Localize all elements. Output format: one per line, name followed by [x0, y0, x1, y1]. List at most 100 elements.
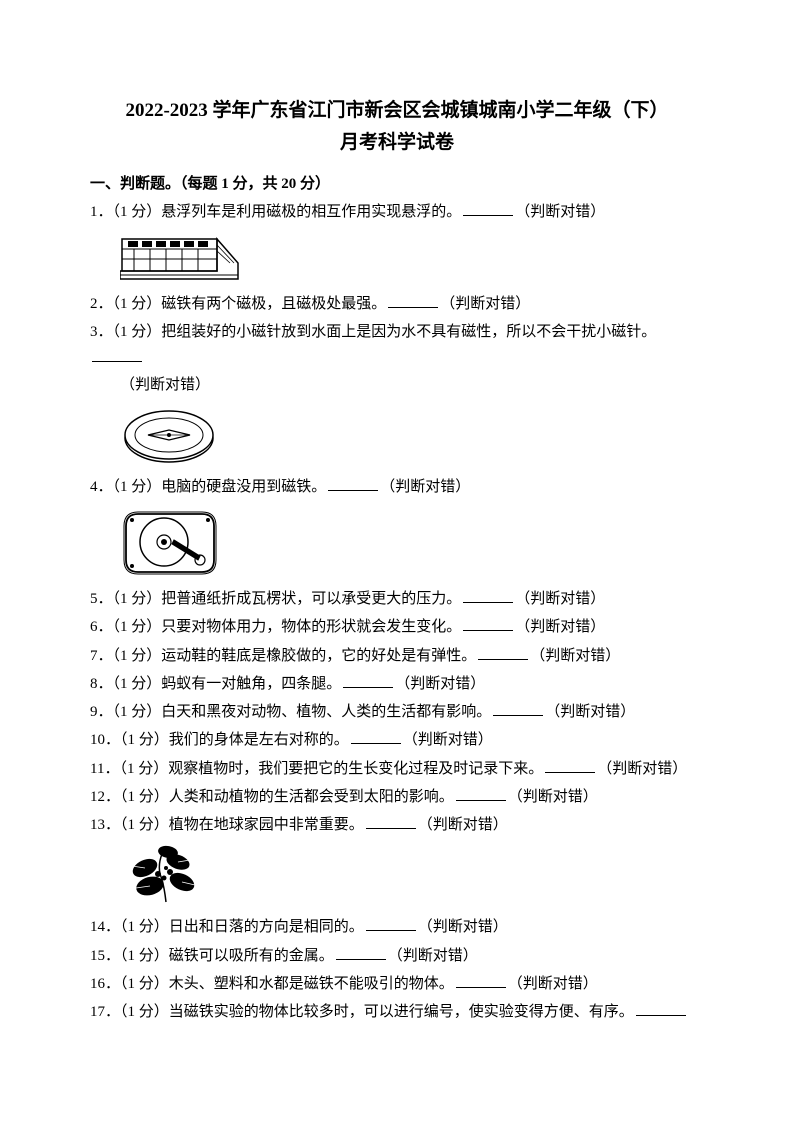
q-text: 只要对物体用力，物体的形状就会发生变化。 — [161, 619, 461, 635]
answer-blank[interactable] — [463, 202, 513, 216]
compass-image — [120, 404, 704, 466]
question-13: 13．（1 分）植物在地球家园中非常重要。 （判断对错） — [90, 812, 704, 838]
answer-blank[interactable] — [92, 348, 142, 362]
question-1: 1．（1 分）悬浮列车是利用磁极的相互作用实现悬浮的。 （判断对错） — [90, 199, 704, 225]
q-points: （1 分） — [113, 204, 162, 220]
question-4: 4．（1 分）电脑的硬盘没用到磁铁。（判断对错） — [90, 474, 704, 500]
q-num: 5． — [90, 591, 113, 607]
answer-blank[interactable] — [456, 787, 506, 801]
q-num: 1． — [90, 204, 113, 220]
title-line-2: 月考科学试卷 — [90, 127, 704, 159]
q-num: 2． — [90, 296, 113, 312]
blank-label: （判断对错） — [545, 704, 635, 720]
answer-blank[interactable] — [463, 589, 513, 603]
q-num: 8． — [90, 676, 113, 692]
q-points: （1 分） — [120, 817, 169, 833]
q-text: 磁铁有两个磁极，且磁极处最强。 — [161, 296, 386, 312]
q-points: （1 分） — [113, 704, 162, 720]
q-points: （1 分） — [113, 591, 162, 607]
q-num: 10． — [90, 732, 120, 748]
blank-label: （判断对错） — [388, 948, 478, 964]
answer-blank[interactable] — [388, 294, 438, 308]
blank-label: （判断对错） — [440, 296, 530, 312]
question-10: 10．（1 分）我们的身体是左右对称的。 （判断对错） — [90, 727, 704, 753]
q-points: （1 分） — [120, 976, 169, 992]
question-6: 6．（1 分）只要对物体用力，物体的形状就会发生变化。 （判断对错） — [90, 614, 704, 640]
answer-blank[interactable] — [636, 1002, 686, 1016]
q-num: 9． — [90, 704, 113, 720]
blank-label: （判断对错） — [515, 619, 605, 635]
blank-label: （判断对错） — [380, 479, 470, 495]
q-points: （1 分） — [113, 619, 162, 635]
q-text: 日出和日落的方向是相同的。 — [169, 919, 364, 935]
blank-label: （判断对错） — [508, 976, 598, 992]
blank-label: （判断对错） — [418, 817, 508, 833]
question-15: 15．（1 分）磁铁可以吸所有的金属。 （判断对错） — [90, 943, 704, 969]
q-num: 16． — [90, 976, 120, 992]
q-text: 白天和黑夜对动物、植物、人类的生活都有影响。 — [161, 704, 491, 720]
question-17: 17．（1 分）当磁铁实验的物体比较多时，可以进行编号，使实验变得方便、有序。 — [90, 999, 704, 1025]
blank-label: （判断对错） — [418, 919, 508, 935]
question-14: 14．（1 分）日出和日落的方向是相同的。（判断对错） — [90, 914, 704, 940]
answer-blank[interactable] — [366, 917, 416, 931]
q-num: 3． — [90, 324, 113, 340]
q-text: 磁铁可以吸所有的金属。 — [169, 948, 334, 964]
answer-blank[interactable] — [493, 702, 543, 716]
blank-label: （判断对错） — [530, 648, 620, 664]
q-points: （1 分） — [113, 324, 162, 340]
q-points: （1 分） — [120, 732, 169, 748]
question-7: 7．（1 分）运动鞋的鞋底是橡胶做的，它的好处是有弹性。（判断对错） — [90, 643, 704, 669]
q-num: 13． — [90, 817, 120, 833]
answer-blank[interactable] — [545, 759, 595, 773]
question-11: 11．（1 分）观察植物时，我们要把它的生长变化过程及时记录下来。 （判断对错） — [90, 756, 704, 782]
q-text: 运动鞋的鞋底是橡胶做的，它的好处是有弹性。 — [161, 648, 476, 664]
q-points: （1 分） — [120, 948, 169, 964]
answer-blank[interactable] — [351, 730, 401, 744]
q-num: 4． — [90, 479, 113, 495]
answer-blank[interactable] — [456, 974, 506, 988]
blank-label: （判断对错） — [515, 591, 605, 607]
blank-label: （判断对错） — [403, 732, 493, 748]
q-points: （1 分） — [113, 296, 162, 312]
q-num: 15． — [90, 948, 120, 964]
question-3: 3．（1 分）把组装好的小磁针放到水面上是因为水不具有磁性，所以不会干扰小磁针。… — [90, 319, 704, 398]
blank-label: （判断对错） — [508, 789, 598, 805]
blank-label: （判断对错） — [90, 377, 210, 393]
q-text: 电脑的硬盘没用到磁铁。 — [161, 479, 326, 495]
q-text: 蚂蚁有一对触角，四条腿。 — [161, 676, 341, 692]
question-8: 8．（1 分）蚂蚁有一对触角，四条腿。（判断对错） — [90, 671, 704, 697]
q-points: （1 分） — [120, 919, 169, 935]
question-5: 5．（1 分）把普通纸折成瓦楞状，可以承受更大的压力。 （判断对错） — [90, 586, 704, 612]
question-16: 16．（1 分）木头、塑料和水都是磁铁不能吸引的物体。（判断对错） — [90, 971, 704, 997]
q-points: （1 分） — [113, 648, 162, 664]
train-image — [120, 231, 704, 283]
q-text: 我们的身体是左右对称的。 — [169, 732, 349, 748]
harddrive-image — [120, 506, 704, 578]
answer-blank[interactable] — [366, 815, 416, 829]
q-text: 观察植物时，我们要把它的生长变化过程及时记录下来。 — [168, 761, 543, 777]
q-text: 把组装好的小磁针放到水面上是因为水不具有磁性，所以不会干扰小磁针。 — [161, 324, 656, 340]
answer-blank[interactable] — [343, 674, 393, 688]
q-points: （1 分） — [120, 1004, 169, 1020]
blank-label: （判断对错） — [515, 204, 605, 220]
answer-blank[interactable] — [328, 477, 378, 491]
answer-blank[interactable] — [478, 646, 528, 660]
q-num: 6． — [90, 619, 113, 635]
q-text: 人类和动植物的生活都会受到太阳的影响。 — [169, 789, 454, 805]
section-header: 一、判断题。（每题 1 分，共 20 分） — [90, 172, 704, 193]
q-points: （1 分） — [120, 789, 169, 805]
q-text: 把普通纸折成瓦楞状，可以承受更大的压力。 — [161, 591, 461, 607]
answer-blank[interactable] — [336, 946, 386, 960]
q-num: 11． — [90, 761, 119, 777]
q-num: 12． — [90, 789, 120, 805]
plant-image — [120, 844, 704, 906]
blank-label: （判断对错） — [395, 676, 485, 692]
q-text: 当磁铁实验的物体比较多时，可以进行编号，使实验变得方便、有序。 — [169, 1004, 634, 1020]
question-12: 12．（1 分）人类和动植物的生活都会受到太阳的影响。 （判断对错） — [90, 784, 704, 810]
q-points: （1 分） — [119, 761, 168, 777]
q-text: 悬浮列车是利用磁极的相互作用实现悬浮的。 — [161, 204, 461, 220]
title-line-1: 2022-2023 学年广东省江门市新会区会城镇城南小学二年级（下） — [90, 95, 704, 127]
q-text: 植物在地球家园中非常重要。 — [169, 817, 364, 833]
blank-label: （判断对错） — [597, 761, 687, 777]
answer-blank[interactable] — [463, 617, 513, 631]
